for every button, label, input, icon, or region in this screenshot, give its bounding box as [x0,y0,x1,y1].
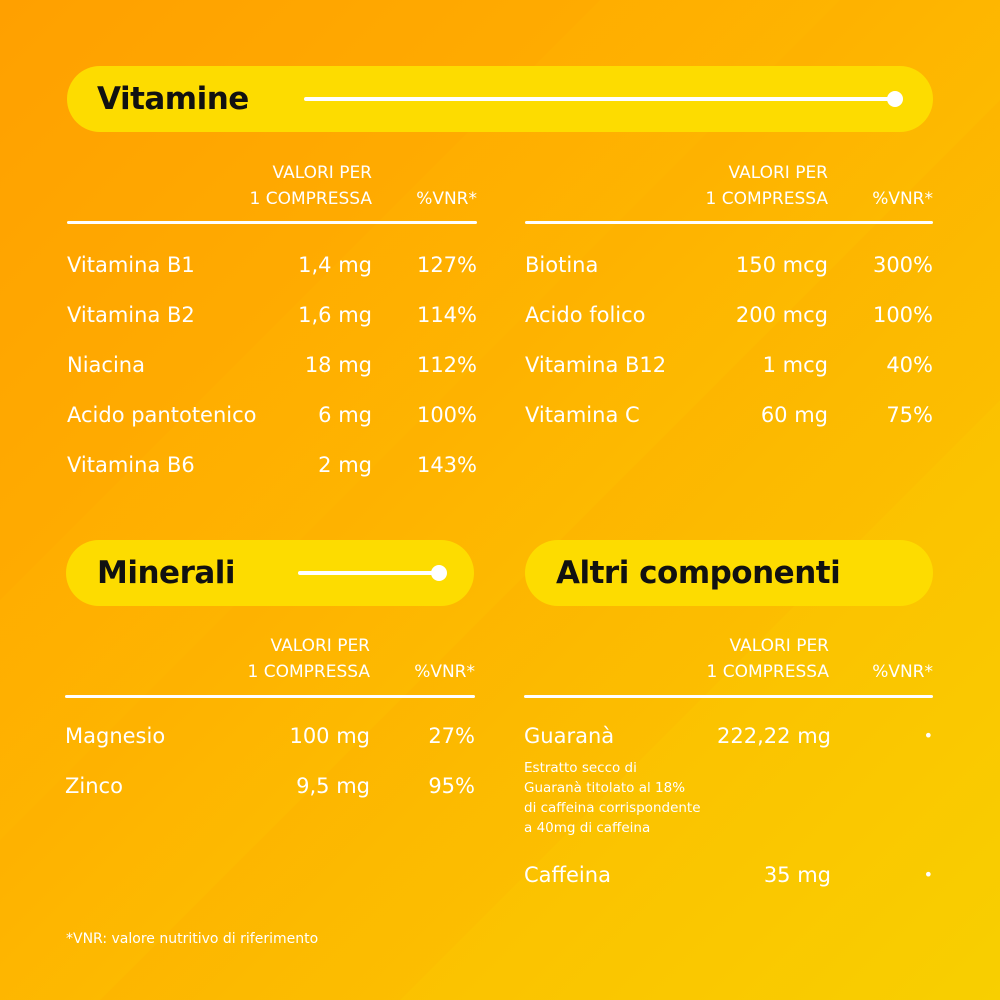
minerali-table: VALORI PER 1 COMPRESSA %VNR* Magnesio 10… [65,633,475,813]
nutrient-vnr: 27% [428,724,475,748]
table-row: Biotina 150 mcg 300% [525,250,933,280]
nutrient-vnr: 112% [416,353,477,377]
values-header-line2: 1 COMPRESSA [247,662,370,682]
values-header-line2: 1 COMPRESSA [705,189,828,209]
nutrient-value: 18 mg [304,353,372,377]
nutrient-name: Biotina [525,253,599,277]
header-divider [524,695,933,698]
values-header-line1: VALORI PER [728,163,828,183]
nutrient-name: Vitamina B6 [67,453,195,477]
nutrient-vnr: 95% [428,774,475,798]
guarana-note: Estratto secco di Guaranà titolato al 18… [524,760,701,836]
values-header-line2: 1 COMPRESSA [249,189,372,209]
values-header-line1: VALORI PER [729,636,829,656]
nutrient-name: Acido pantotenico [67,403,257,427]
table-row: Vitamina B6 2 mg 143% [67,450,477,480]
vitamine-table-left: VALORI PER 1 COMPRESSA %VNR* Vitamina B1… [67,160,477,490]
nutrient-vnr: 300% [872,253,933,277]
nutrient-value: 35 mg [763,863,831,887]
section-title-minerali: Minerali [97,555,236,591]
nutrient-value: 2 mg [318,453,372,477]
nutrient-value: 150 mcg [735,253,828,277]
table-row: Vitamina C 60 mg 75% [525,400,933,430]
table-row: Guaranà 222,22 mg • [524,721,933,751]
footnote: *VNR: valore nutritivo di riferimento [66,931,319,947]
nutrient-name: Vitamina C [525,403,640,427]
table-row: Zinco 9,5 mg 95% [65,771,475,801]
nutrient-value: 1 mcg [762,353,828,377]
section-header-minerali: Minerali [66,540,474,606]
table-row: Magnesio 100 mg 27% [65,721,475,751]
nutrient-value: 200 mcg [735,303,828,327]
nutrient-vnr: 127% [416,253,477,277]
table-row: Vitamina B12 1 mcg 40% [525,350,933,380]
vnr-header: %VNR* [872,189,933,209]
nutrient-value: 100 mg [289,724,370,748]
section-title-altri: Altri componenti [556,555,841,591]
values-header: VALORI PER 1 COMPRESSA [248,633,370,685]
nutrient-value: 1,6 mg [298,303,372,327]
nutrient-value: 9,5 mg [296,774,370,798]
table-row: Caffeina 35 mg • [524,860,933,890]
nutrient-vnr: 75% [886,403,933,427]
nutrient-value: 1,4 mg [298,253,372,277]
table-header: VALORI PER 1 COMPRESSA %VNR* [67,160,477,222]
nutrient-vnr: 143% [416,453,477,477]
nutrient-name: Niacina [67,353,145,377]
nutrient-name: Acido folico [525,303,646,327]
table-row: Vitamina B1 1,4 mg 127% [67,250,477,280]
table-header: VALORI PER 1 COMPRESSA %VNR* [525,160,933,222]
table-row: Acido folico 200 mcg 100% [525,300,933,330]
slider-line-decoration [304,97,894,101]
nutrient-name: Guaranà [524,724,615,748]
altri-table: VALORI PER 1 COMPRESSA %VNR* Guaranà 222… [524,633,933,903]
slider-line-decoration [298,571,438,575]
values-header-line1: VALORI PER [272,163,372,183]
nutrient-name: Magnesio [65,724,166,748]
section-header-altri: Altri componenti [525,540,933,606]
nutrient-vnr: 114% [416,303,477,327]
nutrient-value: 222,22 mg [717,724,831,748]
bullet-icon: • [923,726,933,745]
values-header: VALORI PER 1 COMPRESSA [706,160,828,212]
nutrient-name: Vitamina B12 [525,353,667,377]
section-title-vitamine: Vitamine [97,81,249,117]
vnr-header: %VNR* [872,662,933,682]
header-divider [525,221,933,224]
header-divider [65,695,475,698]
nutrient-value: 60 mg [760,403,828,427]
nutrient-vnr: 100% [416,403,477,427]
nutrient-name: Vitamina B2 [67,303,195,327]
bullet-icon: • [923,865,933,884]
nutrient-name: Vitamina B1 [67,253,195,277]
table-row: Acido pantotenico 6 mg 100% [67,400,477,430]
vnr-header: %VNR* [414,662,475,682]
values-header: VALORI PER 1 COMPRESSA [707,633,829,685]
slider-dot-icon [887,91,903,107]
nutrient-value: 6 mg [318,403,372,427]
values-header-line2: 1 COMPRESSA [706,662,829,682]
table-header: VALORI PER 1 COMPRESSA %VNR* [524,633,933,695]
vnr-header: %VNR* [416,189,477,209]
table-header: VALORI PER 1 COMPRESSA %VNR* [65,633,475,695]
nutrient-vnr: 40% [886,353,933,377]
slider-dot-icon [431,565,447,581]
values-header: VALORI PER 1 COMPRESSA [250,160,372,212]
nutrient-vnr: 100% [872,303,933,327]
table-row: Niacina 18 mg 112% [67,350,477,380]
nutrient-name: Caffeina [524,863,611,887]
table-row: Vitamina B2 1,6 mg 114% [67,300,477,330]
values-header-line1: VALORI PER [270,636,370,656]
vitamine-table-right: VALORI PER 1 COMPRESSA %VNR* Biotina 150… [525,160,933,440]
section-header-vitamine: Vitamine [67,66,933,132]
header-divider [67,221,477,224]
nutrient-name: Zinco [65,774,123,798]
